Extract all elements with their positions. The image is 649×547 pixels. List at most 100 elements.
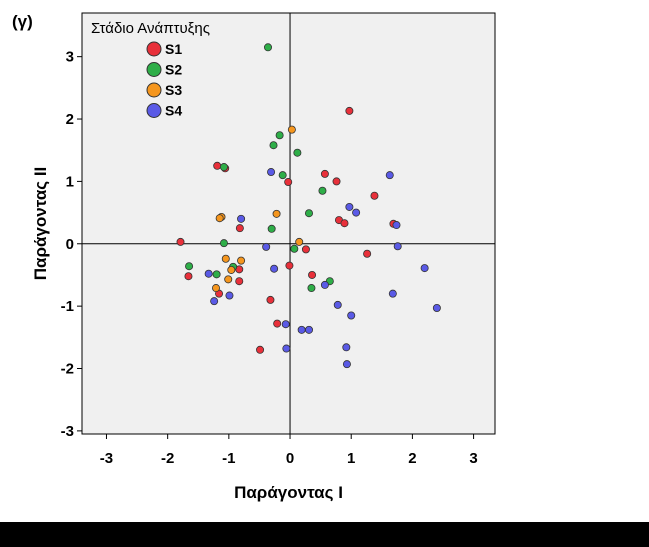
point-s4 [262, 242, 271, 251]
point-s3 [287, 125, 296, 134]
point-s3 [221, 254, 230, 263]
point-s2 [219, 163, 228, 172]
legend-label-s2: S2 [165, 62, 182, 78]
point-s2 [185, 262, 194, 271]
point-s1 [332, 177, 341, 186]
point-s3 [295, 237, 304, 246]
point-s4 [333, 300, 342, 309]
point-s2 [264, 43, 273, 52]
point-s1 [176, 237, 185, 246]
bottom-bar [0, 522, 649, 547]
point-s2 [275, 131, 284, 140]
point-s1 [285, 261, 294, 270]
point-s4 [237, 214, 246, 223]
point-s4 [392, 221, 401, 230]
x-tick-label: 3 [469, 450, 477, 467]
legend: Στάδιο Ανάπτυξης S1 S2 S3 S4 [91, 20, 210, 119]
y-tick-label: -1 [61, 298, 74, 315]
point-s4 [432, 304, 441, 313]
point-s1 [284, 178, 293, 187]
plot-area [81, 12, 496, 435]
y-tick-label: 3 [66, 49, 74, 66]
point-s1 [370, 191, 379, 200]
point-s3 [237, 256, 246, 265]
y-tick-label: 2 [66, 111, 74, 128]
point-s1 [235, 277, 244, 286]
point-s1 [345, 106, 354, 115]
legend-label-s3: S3 [165, 82, 182, 98]
y-axis-title: Παράγοντας ΙΙ [31, 167, 50, 281]
point-s2 [219, 239, 228, 248]
point-s4 [210, 297, 219, 306]
point-s1 [266, 295, 275, 304]
point-s3 [224, 275, 233, 284]
x-axis-title: Παράγοντας Ι [234, 483, 343, 502]
point-s1 [308, 270, 317, 279]
point-s2 [307, 284, 316, 293]
legend-label-s4: S4 [165, 103, 182, 119]
point-s4 [267, 168, 276, 177]
y-axis-ticks: -3 -2 -1 0 1 2 3 [61, 49, 82, 440]
x-tick-label: 0 [286, 450, 294, 467]
y-tick-label: 1 [66, 173, 74, 190]
point-s4 [388, 289, 397, 298]
point-s1 [340, 219, 349, 228]
point-s4 [282, 344, 291, 353]
x-tick-label: -2 [161, 450, 174, 467]
point-s3 [215, 214, 224, 223]
legend-items: S1 S2 S3 S4 [146, 41, 182, 119]
point-s4 [320, 280, 329, 289]
y-tick-label: 0 [66, 236, 74, 253]
point-s4 [420, 264, 429, 273]
point-s2 [212, 270, 221, 279]
point-s4 [225, 291, 234, 300]
point-s1 [213, 161, 222, 170]
point-s2 [278, 171, 287, 180]
point-s1 [184, 272, 193, 281]
x-tick-label: -1 [222, 450, 235, 467]
y-tick-label: -2 [61, 361, 74, 378]
data-points [176, 43, 441, 369]
point-s4 [345, 202, 354, 211]
point-s2 [293, 148, 302, 157]
point-s4 [304, 325, 313, 334]
legend-title: Στάδιο Ανάπτυξης [91, 20, 210, 37]
point-s4 [342, 343, 351, 352]
point-s4 [281, 320, 290, 329]
legend-label-s1: S1 [165, 41, 182, 57]
x-tick-label: 1 [347, 450, 355, 467]
point-s1 [256, 345, 265, 354]
legend-marker-s3 [146, 82, 162, 98]
point-s1 [320, 169, 329, 178]
legend-marker-s2 [146, 62, 162, 77]
point-s4 [270, 264, 279, 273]
reference-lines [82, 13, 495, 434]
point-s4 [347, 311, 356, 320]
point-s2 [269, 141, 278, 150]
point-s2 [267, 224, 276, 233]
legend-marker-s1 [146, 41, 162, 57]
point-s4 [297, 325, 306, 334]
panel-label: (γ) [12, 12, 33, 31]
point-s4 [342, 360, 351, 369]
point-s4 [204, 269, 213, 278]
x-tick-label: -3 [100, 450, 113, 467]
x-axis-ticks: -3 -2 -1 0 1 2 3 [100, 434, 478, 467]
x-tick-label: 2 [408, 450, 416, 467]
point-s2 [318, 186, 327, 195]
point-s2 [304, 209, 313, 218]
point-s3 [211, 284, 220, 293]
point-s1 [235, 224, 244, 233]
point-s4 [352, 208, 361, 217]
point-s4 [393, 242, 402, 251]
legend-marker-s4 [146, 103, 162, 118]
point-s1 [301, 245, 310, 254]
point-s1 [273, 319, 282, 328]
point-s2 [290, 244, 299, 253]
point-s1 [363, 249, 372, 258]
point-s4 [385, 171, 394, 180]
y-tick-label: -3 [61, 423, 74, 440]
point-s3 [227, 265, 236, 274]
point-s3 [272, 209, 281, 218]
